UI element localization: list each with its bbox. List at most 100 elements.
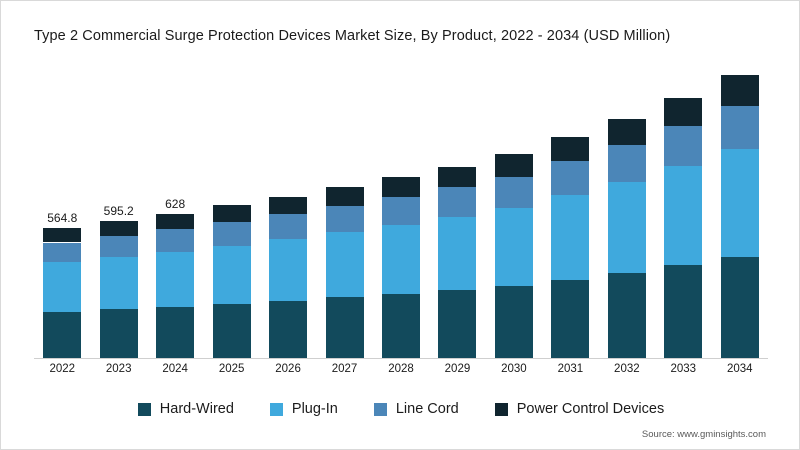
legend-swatch-icon	[494, 402, 508, 416]
x-axis-tick-labels: 2022 2023 2024 2025 2026 2027 2028 2029 2030 2031…	[34, 363, 768, 383]
bar-segment[interactable]	[551, 279, 590, 359]
x-tick-label: 2033	[670, 363, 697, 375]
legend-swatch-icon	[137, 402, 151, 416]
bar-segment[interactable]	[99, 236, 138, 258]
bar-group[interactable]	[551, 137, 590, 359]
bar-group[interactable]	[438, 166, 477, 359]
bar-segment[interactable]	[156, 229, 195, 252]
bar-segment[interactable]	[325, 205, 364, 233]
bar-segment[interactable]	[438, 289, 477, 359]
bar-segment[interactable]	[382, 197, 420, 225]
bar-segment[interactable]	[664, 166, 703, 266]
legend-swatch-icon	[269, 402, 283, 416]
x-tick-label: 2027	[331, 363, 358, 375]
bar-group[interactable]	[382, 177, 420, 359]
bar-segment[interactable]	[607, 144, 646, 182]
legend-label: Line Cord	[395, 401, 459, 417]
bar-segment[interactable]	[43, 228, 82, 243]
bar-segment[interactable]	[438, 216, 477, 290]
bar-segment[interactable]	[43, 242, 82, 263]
bar-segment[interactable]	[156, 213, 195, 230]
bar-segment[interactable]	[438, 166, 477, 188]
legend-label: Hard-Wired	[159, 401, 234, 417]
bar-segment[interactable]	[664, 265, 703, 359]
bar-segment[interactable]	[212, 303, 251, 359]
bar-segment[interactable]	[607, 181, 646, 273]
x-tick-label: 2023	[105, 363, 132, 375]
bar-group[interactable]	[494, 154, 533, 359]
x-tick-label: 2034	[726, 363, 753, 375]
legend-label: Plug-In	[291, 401, 338, 417]
source-note: Source: www.gminsights.com	[641, 429, 766, 440]
bar-group[interactable]	[269, 196, 308, 359]
plot-area: 564.8 595.2 628	[34, 59, 768, 359]
bar-segment[interactable]	[325, 187, 364, 206]
bar-segment[interactable]	[269, 300, 308, 359]
x-tick-label: 2028	[388, 363, 414, 375]
bar-group[interactable]	[99, 220, 138, 359]
bar-segment[interactable]	[156, 306, 195, 359]
bar-segment[interactable]	[325, 232, 364, 298]
bar-segment[interactable]	[212, 222, 251, 246]
bar-segment[interactable]	[551, 137, 590, 162]
legend-label: Power Control Devices	[516, 401, 665, 417]
bar-value-label: 628	[165, 196, 186, 211]
bar-segment[interactable]	[382, 224, 420, 294]
bar-group[interactable]	[720, 75, 759, 359]
legend-swatch-icon	[373, 402, 387, 416]
bar-segment[interactable]	[494, 207, 533, 286]
bar-segment[interactable]	[325, 297, 364, 359]
bar-segment[interactable]	[212, 245, 251, 304]
bar-segment[interactable]	[269, 214, 308, 240]
bar-segment[interactable]	[720, 149, 759, 258]
bar-group[interactable]	[325, 187, 364, 359]
bar-segment[interactable]	[43, 311, 82, 359]
bar-segment[interactable]	[269, 196, 308, 215]
chart-title: Type 2 Commercial Surge Protection Devic…	[34, 28, 671, 44]
bar-segment[interactable]	[720, 75, 759, 106]
bar-group[interactable]	[212, 205, 251, 359]
bar-segment[interactable]	[664, 126, 703, 167]
x-tick-label: 2032	[614, 363, 640, 375]
x-tick-label: 2025	[218, 363, 245, 375]
x-tick-label: 2030	[501, 363, 527, 375]
bar-group[interactable]	[607, 118, 646, 359]
bar-segment[interactable]	[99, 220, 138, 236]
bar-segment[interactable]	[494, 285, 533, 359]
legend-item[interactable]: Hard-Wired	[137, 401, 234, 417]
bar-group[interactable]	[43, 228, 82, 359]
bar-segment[interactable]	[382, 177, 420, 198]
bar-segment[interactable]	[720, 257, 759, 359]
bar-group[interactable]	[664, 98, 703, 359]
bar-segment[interactable]	[551, 161, 590, 196]
x-axis-line	[34, 358, 768, 359]
bar-segment[interactable]	[494, 176, 533, 208]
legend-item[interactable]: Plug-In	[269, 401, 338, 417]
bar-segment[interactable]	[212, 205, 251, 223]
bar-segment[interactable]	[99, 257, 138, 310]
bar-segment[interactable]	[99, 309, 138, 359]
bar-segment[interactable]	[43, 262, 82, 312]
legend-item[interactable]: Power Control Devices	[494, 401, 665, 417]
bar-segment[interactable]	[269, 239, 308, 301]
bar-segment[interactable]	[720, 105, 759, 150]
bar-group[interactable]	[156, 213, 195, 359]
bar-value-label: 564.8	[47, 211, 78, 226]
bar-segment[interactable]	[156, 251, 195, 307]
bar-segment[interactable]	[607, 118, 646, 145]
bar-segment[interactable]	[438, 187, 477, 217]
chart-legend: Hard-Wired Plug-In Line Cord Power Control …	[1, 397, 800, 421]
x-tick-label: 2024	[162, 363, 188, 375]
x-tick-label: 2029	[444, 363, 471, 375]
bar-segment[interactable]	[382, 293, 420, 359]
bar-segment[interactable]	[551, 195, 590, 280]
x-tick-label: 2026	[275, 363, 301, 375]
bar-segment[interactable]	[494, 154, 533, 177]
bar-segment[interactable]	[664, 98, 703, 127]
bar-segment[interactable]	[607, 272, 646, 359]
x-tick-label: 2022	[49, 363, 76, 375]
bar-value-label: 595.2	[103, 203, 134, 218]
x-tick-label: 2031	[557, 363, 584, 375]
legend-item[interactable]: Line Cord	[373, 401, 459, 417]
